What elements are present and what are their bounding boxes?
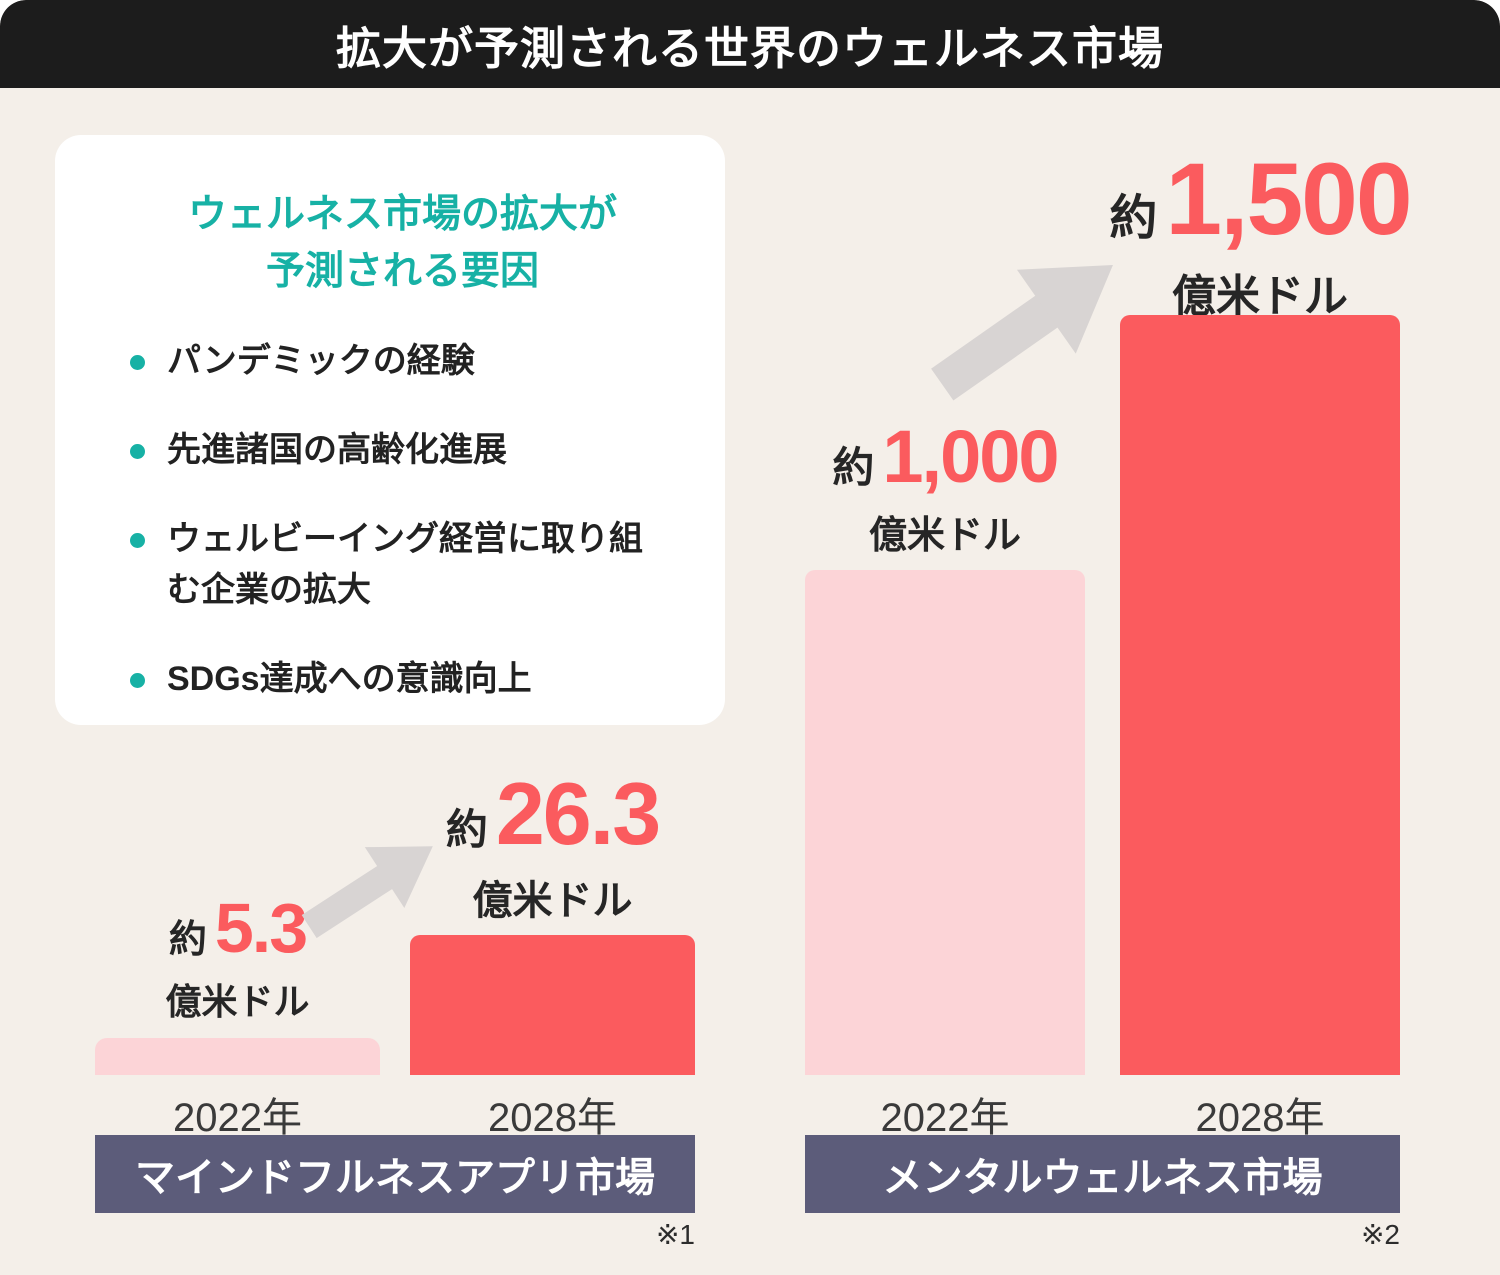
approx-prefix: 約 [1109, 192, 1158, 245]
year-label-2028-mindfulness: 2028年 [488, 1096, 617, 1140]
value-unit: 億米ドル [1172, 272, 1348, 321]
footnote-1: ※1 [655, 1219, 695, 1250]
factors-card-title: ウェルネス市場の拡大が 予測される要因 [130, 187, 675, 300]
value-row: 約 1,500 [1109, 148, 1412, 250]
factor-item: SDGs達成への意識向上 [130, 654, 675, 705]
bar-2022-mindfulness [95, 1038, 380, 1075]
approx-prefix: 約 [445, 806, 488, 853]
bar-2028-mindfulness [410, 935, 695, 1075]
value-row: 約 5.3 [95, 893, 380, 963]
chart-title-banner-mindfulness: マインドフルネスアプリ市場 [95, 1135, 695, 1213]
bullet-icon [130, 533, 145, 549]
year-label-2028-mental-wellness: 2028年 [1195, 1096, 1325, 1140]
value-number: 5.3 [214, 889, 308, 967]
factor-item: ウェルビーイング経営に取り組む企業の拡大 [130, 514, 675, 616]
value-number: 26.3 [495, 764, 661, 863]
value-number: 1,500 [1165, 142, 1412, 256]
page-header: 拡大が予測される世界のウェルネス市場 [0, 0, 1500, 88]
value-unit: 億米ドル [472, 879, 633, 923]
bar-value-label-2028-mental-wellness: 約 1,500 億米ドル [1109, 148, 1412, 324]
value-number: 1,000 [882, 415, 1059, 498]
bar-value-label-2022-mental-wellness: 約 1,000 億米ドル [805, 420, 1085, 559]
value-row: 約 1,000 [805, 420, 1085, 494]
chart-title-label: メンタルウェルネス市場 [882, 1156, 1323, 1200]
value-unit: 億米ドル [868, 515, 1021, 557]
factors-card: ウェルネス市場の拡大が 予測される要因 パンデミックの経験 先進諸国の高齢化進展 … [55, 135, 725, 725]
growth-arrow-icon [907, 212, 1152, 435]
chart-title-banner-mental-wellness: メンタルウェルネス市場 [805, 1135, 1400, 1213]
bullet-icon [130, 673, 145, 689]
factor-item: 先進諸国の高齢化進展 [130, 425, 675, 476]
page-title-text: 拡大が予測される世界のウェルネス市場 [335, 22, 1164, 74]
factor-item-label: パンデミックの経験 [167, 342, 475, 381]
year-label-2022-mindfulness: 2022年 [173, 1096, 302, 1140]
approx-prefix: 約 [168, 919, 207, 961]
value-unit: 億米ドル [165, 981, 310, 1022]
bar-value-label-2022-mindfulness: 約 5.3 億米ドル [95, 893, 380, 1025]
approx-prefix: 約 [832, 444, 875, 491]
factor-item: パンデミックの経験 [130, 336, 675, 387]
footnote-2: ※2 [1360, 1219, 1400, 1250]
bullet-icon [130, 355, 145, 371]
bar-2028-mental-wellness [1120, 315, 1400, 1075]
chart-title-label: マインドフルネスアプリ市場 [135, 1156, 655, 1200]
factors-list: パンデミックの経験 先進諸国の高齢化進展 ウェルビーイング経営に取り組む企業の拡… [130, 336, 675, 705]
bar-value-label-2028-mindfulness: 約 26.3 億米ドル [410, 770, 695, 926]
year-label-2022-mental-wellness: 2022年 [880, 1096, 1010, 1140]
factors-title-line2: 予測される要因 [265, 249, 539, 293]
page-title: 拡大が予測される世界のウェルネス市場 [336, 12, 1164, 77]
bullet-icon [130, 444, 145, 460]
growth-arrow-icon [285, 808, 458, 963]
value-row: 約 26.3 [410, 770, 695, 858]
factors-title-line1: ウェルネス市場の拡大が [187, 193, 617, 236]
factor-item-label: SDGs達成への意識向上 [167, 660, 532, 699]
bar-2022-mental-wellness [805, 570, 1085, 1075]
factor-item-label: ウェルビーイング経営に取り組む企業の拡大 [167, 520, 643, 610]
factor-item-label: 先進諸国の高齢化進展 [167, 431, 507, 470]
